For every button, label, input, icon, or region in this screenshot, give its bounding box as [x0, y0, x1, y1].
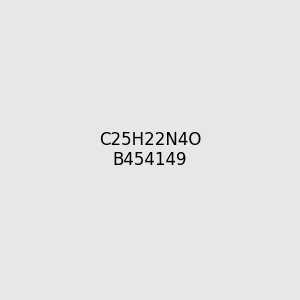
Text: C25H22N4O
B454149: C25H22N4O B454149 [99, 130, 201, 170]
